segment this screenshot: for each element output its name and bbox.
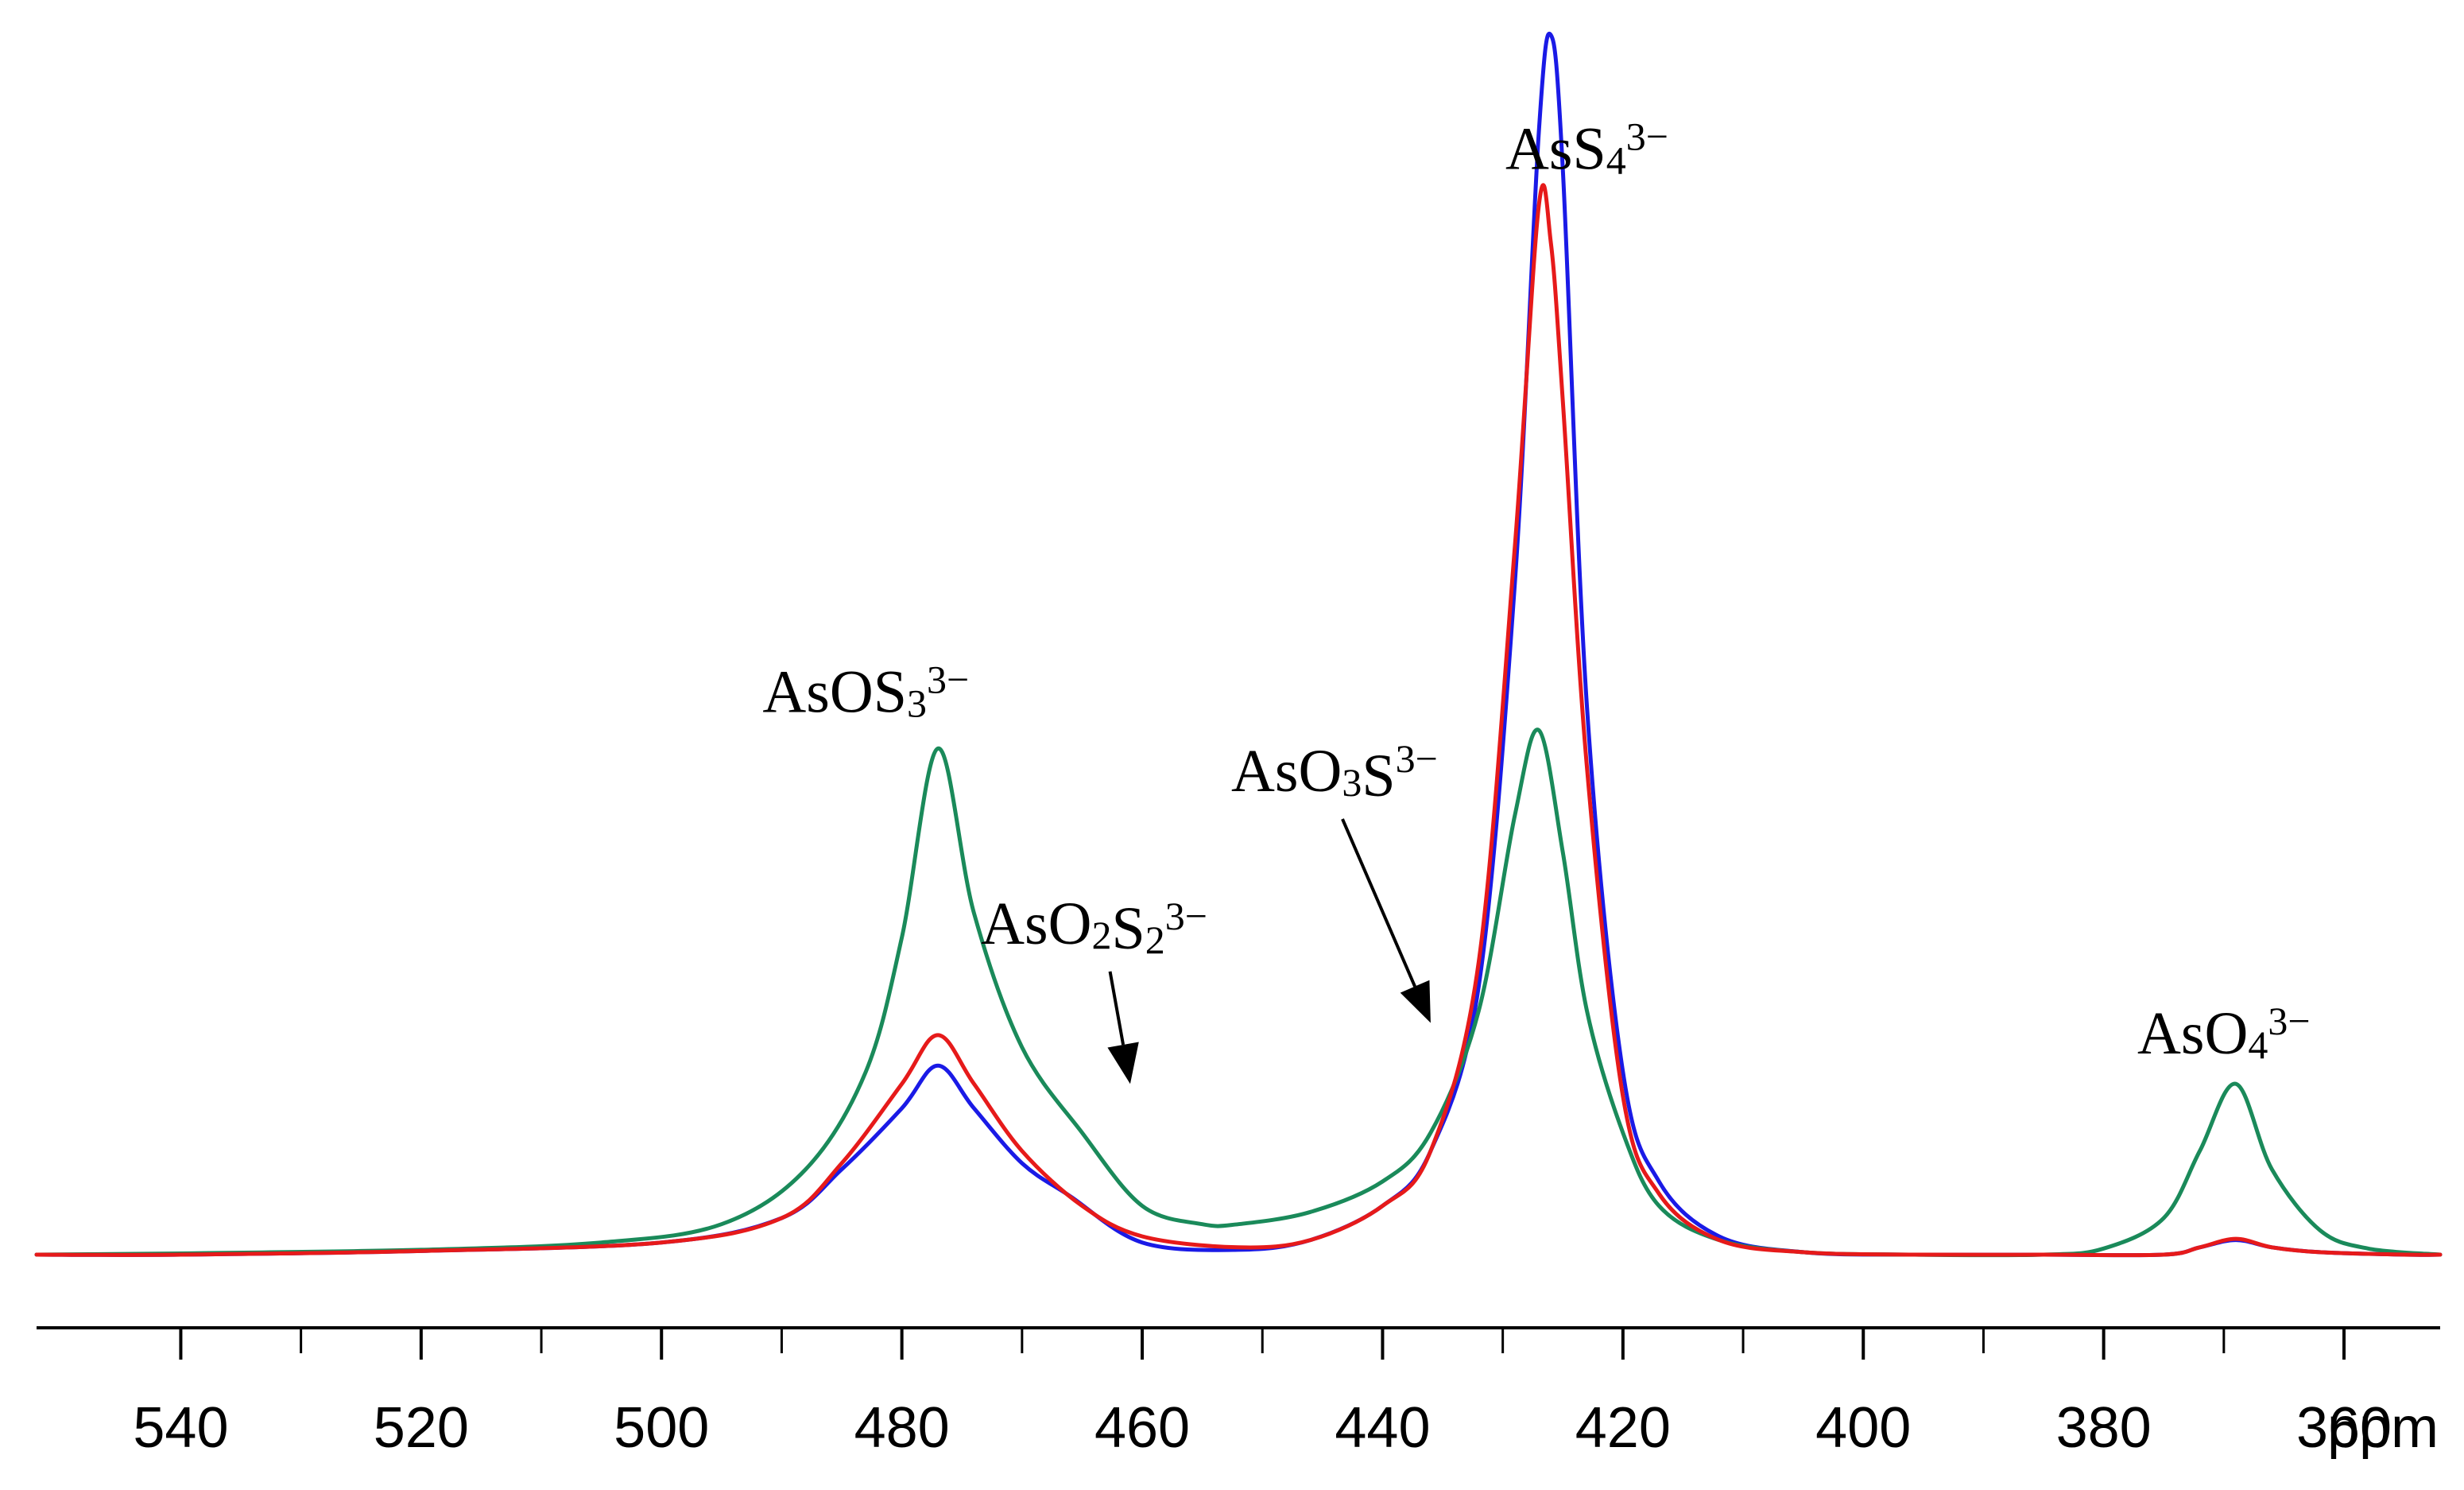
tick-label-400: 400 (1815, 1396, 1911, 1460)
tick-label-420: 420 (1575, 1396, 1671, 1460)
arrow-head-AsO3S (1400, 980, 1431, 1023)
x-axis-label: ppm (2327, 1396, 2439, 1460)
tick-label-440: 440 (1335, 1396, 1430, 1460)
peak-label-AsO2S2: AsO2S23− (981, 891, 1207, 962)
x-axis: 540 520 500 480 460 440 420 400 380 360 ppm (37, 1326, 2440, 1460)
tick-label-520: 520 (374, 1396, 469, 1460)
arrow-line-AsO2S2 (1108, 971, 1125, 1046)
tick-label-460: 460 (1094, 1396, 1190, 1460)
tick-label-500: 500 (614, 1396, 709, 1460)
series-line-red (34, 183, 2443, 1258)
x-axis-ticks (179, 1328, 2346, 1360)
tick-label-480: 480 (854, 1396, 950, 1460)
series-line-blue (34, 31, 2443, 1258)
tick-label-540: 540 (133, 1396, 228, 1460)
peak-label-AsO4: AsO43− (2137, 999, 2311, 1067)
peak-annotations: AsS43− AsOS33− AsO3S3− AsO2S23− AsO43− (762, 114, 2311, 1085)
peak-label-AsO3S: AsO3S3− (1231, 736, 1438, 809)
tick-label-380: 380 (2056, 1396, 2152, 1460)
series-layer (34, 31, 2443, 1258)
x-axis-tick-labels: 540 520 500 480 460 440 420 400 380 360 (133, 1396, 2392, 1460)
peak-label-AsOS3: AsOS33− (762, 657, 969, 725)
arrow-line-AsO3S (1341, 818, 1416, 988)
tick-label-360: 360 (2296, 1396, 2392, 1460)
arrow-head-AsO2S2 (1107, 1042, 1139, 1085)
peak-label-AsS4: AsS43− (1505, 114, 1668, 183)
series-line-green (34, 728, 2443, 1258)
